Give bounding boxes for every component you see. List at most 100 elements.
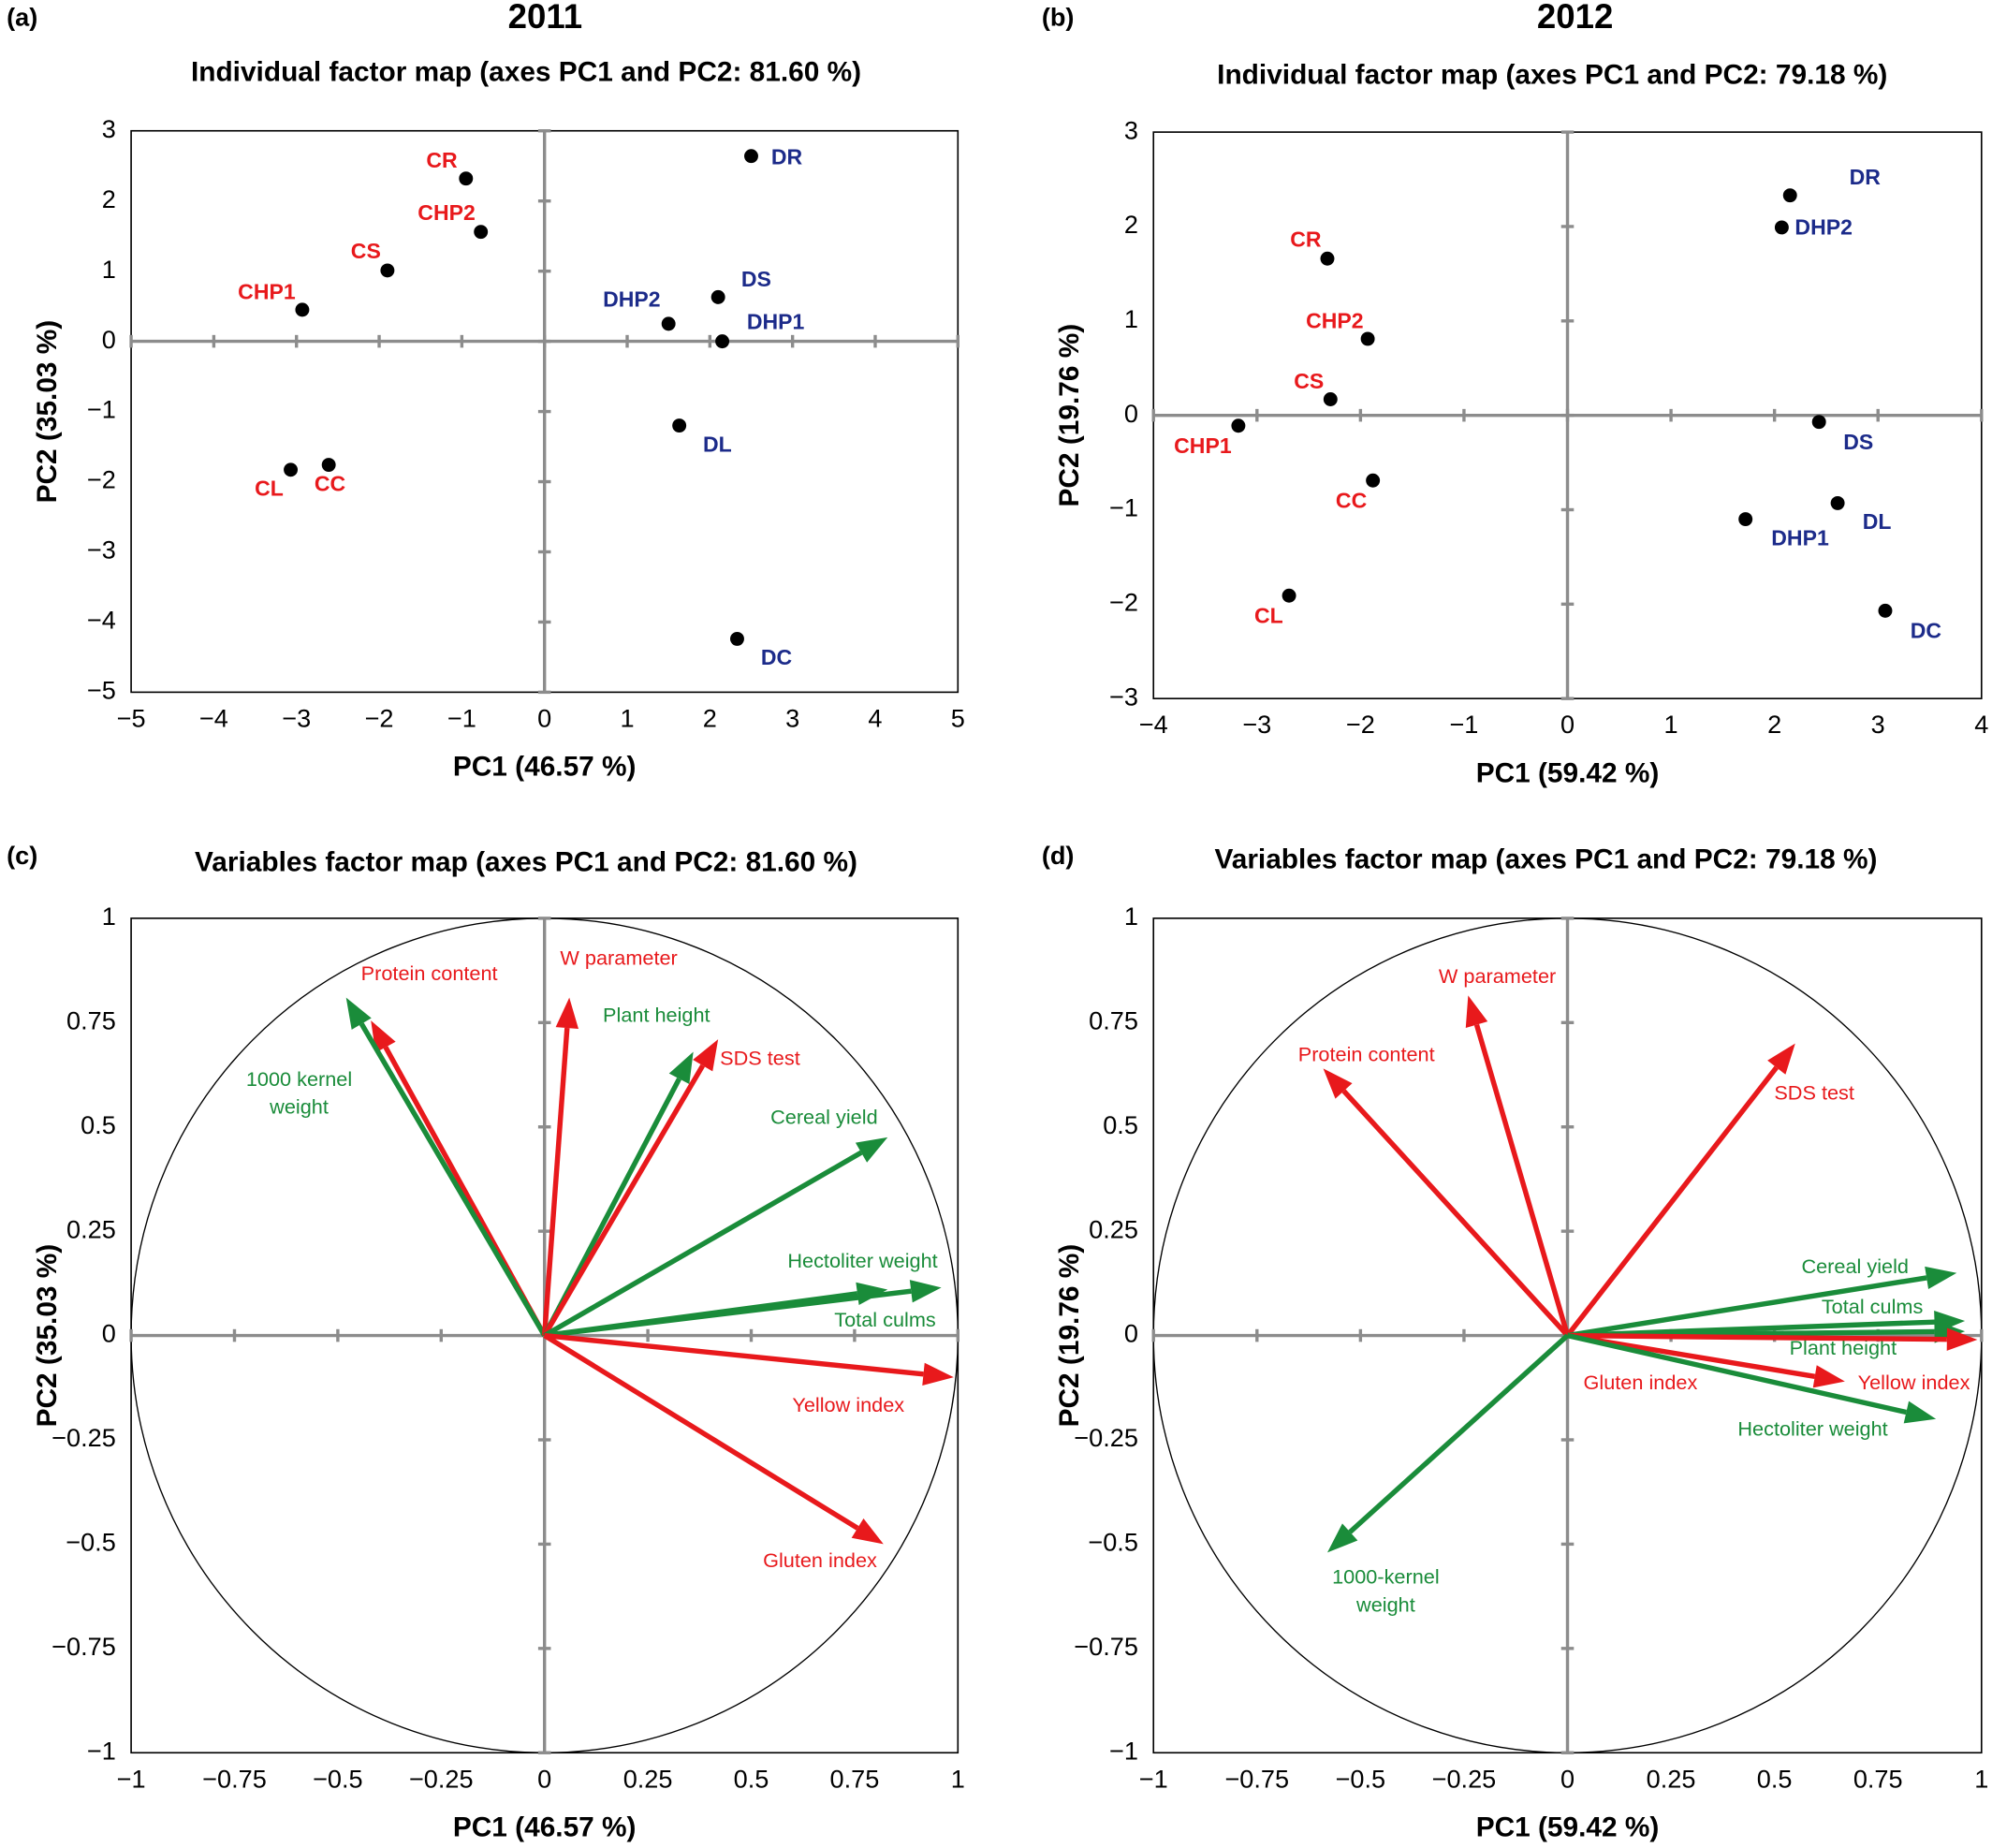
panel-label: (d)	[1042, 841, 1075, 870]
x-tick-label: −0.25	[1432, 1764, 1497, 1793]
y-tick-label: −4	[87, 606, 116, 635]
vector-shaft	[1567, 1332, 1947, 1342]
point-label: DHP2	[1794, 214, 1852, 239]
x-tick-label: 0.5	[1757, 1764, 1793, 1793]
y-tick-label: 0.5	[81, 1110, 116, 1139]
vector-label: Yellow index	[792, 1393, 904, 1416]
y-tick-label: −3	[87, 535, 116, 565]
label-line: weight	[1355, 1592, 1415, 1616]
panel-label: (c)	[7, 841, 37, 870]
vector-shaft	[542, 1063, 706, 1337]
x-tick-label: −1	[1139, 1764, 1168, 1793]
x-tick-label: 1	[1974, 1764, 1988, 1793]
x-tick-label: 1	[951, 1764, 965, 1793]
x-tick-label: −4	[1139, 710, 1168, 739]
x-tick-label: 0	[1560, 710, 1575, 739]
label-line: weight	[269, 1094, 329, 1118]
y-tick-label: −0.75	[1074, 1632, 1138, 1661]
point	[474, 225, 489, 240]
x-tick-label: −0.5	[1336, 1764, 1386, 1793]
vector-head	[1925, 1266, 1957, 1289]
y-tick-label: 1	[1124, 902, 1138, 931]
vector-label: W parameter	[560, 946, 677, 970]
x-tick-label: −0.5	[313, 1764, 363, 1793]
point	[710, 289, 725, 304]
x-tick-label: 4	[868, 703, 882, 732]
point-label: CR	[426, 148, 458, 172]
vector-head	[345, 997, 372, 1030]
point	[1282, 588, 1296, 603]
point-label: DS	[741, 267, 771, 291]
y-tick-label: 1	[102, 902, 116, 931]
year-heading: 2011	[508, 0, 582, 36]
y-tick-label: 0	[102, 325, 116, 354]
point	[1360, 331, 1375, 346]
x-tick-label: −1	[117, 1764, 146, 1793]
vector-head	[1946, 1327, 1978, 1351]
y-tick-label: −0.75	[51, 1632, 116, 1661]
vector-head	[371, 1020, 396, 1053]
point-label: DR	[771, 145, 803, 169]
panel-title: Individual factor map (axes PC1 and PC2:…	[191, 57, 861, 88]
vector-head	[1903, 1401, 1937, 1424]
point	[715, 334, 730, 349]
x-tick-label: 0	[537, 1764, 551, 1793]
y-tick-label: −1	[1109, 1736, 1138, 1765]
y-tick-label: −1	[87, 395, 116, 424]
vector-label: Protein content	[361, 961, 498, 985]
vector-label: Protein content	[1298, 1043, 1435, 1066]
x-tick-label: 3	[785, 703, 799, 732]
vector-label: Gluten index	[763, 1548, 877, 1572]
point-label: CS	[1294, 369, 1324, 393]
point	[1323, 392, 1338, 406]
panel-title: Individual factor map (axes PC1 and PC2:…	[1217, 59, 1887, 90]
y-tick-label: 2	[102, 184, 116, 213]
year-heading: 2012	[1537, 0, 1613, 36]
y-tick-label: 0.75	[66, 1005, 116, 1034]
vector-shaft	[1565, 1065, 1779, 1338]
vector-label: Yellow index	[1858, 1371, 1970, 1394]
point-label: DC	[761, 645, 793, 669]
x-axis-title: PC1 (59.42 %)	[1476, 757, 1660, 788]
vector-label: W parameter	[1439, 964, 1556, 988]
vector-head	[922, 1362, 954, 1386]
point	[744, 149, 758, 164]
point-label: CHP1	[1174, 433, 1232, 458]
y-tick-label: 1	[1124, 304, 1138, 333]
panel-title: Variables factor map (axes PC1 and PC2: …	[1214, 844, 1877, 875]
panel-label: (a)	[7, 3, 37, 32]
y-tick-label: 3	[1124, 115, 1138, 144]
y-tick-label: −0.5	[66, 1528, 116, 1557]
point-label: CL	[255, 477, 284, 501]
y-tick-label: 0	[1124, 1319, 1138, 1348]
panel-title: Variables factor map (axes PC1 and PC2: …	[195, 846, 857, 877]
x-tick-label: 0.75	[829, 1764, 879, 1793]
x-tick-label: 3	[1871, 710, 1885, 739]
point	[1811, 415, 1826, 430]
y-tick-label: −1	[87, 1736, 116, 1765]
y-tick-label: −1	[1109, 493, 1138, 522]
vector-label: Total culms	[1822, 1295, 1924, 1318]
x-axis-title: PC1 (46.57 %)	[453, 1812, 637, 1843]
x-tick-label: −5	[117, 703, 146, 732]
point-label: CL	[1254, 603, 1283, 627]
point	[284, 462, 299, 477]
x-tick-label: 1	[1664, 710, 1678, 739]
label-line: 1000-kernel	[1332, 1564, 1440, 1588]
y-tick-label: −5	[87, 676, 116, 705]
vector-label: 1000 kernel weight	[246, 1066, 352, 1118]
y-tick-label: −2	[87, 465, 116, 494]
vector-label: Hectoliter weight	[787, 1249, 937, 1272]
point-label: CHP2	[417, 200, 475, 225]
point	[1782, 188, 1797, 203]
x-tick-label: 0.25	[623, 1764, 673, 1793]
y-tick-label: −0.25	[1074, 1423, 1138, 1452]
vector-label: Cereal yield	[1801, 1254, 1909, 1278]
x-tick-label: −3	[1242, 710, 1271, 739]
y-tick-label: −0.25	[51, 1423, 116, 1452]
y-tick-label: 0.25	[66, 1214, 116, 1243]
point-label: CC	[315, 471, 346, 495]
vector-head	[1465, 995, 1488, 1029]
vector-label: Hectoliter weight	[1737, 1417, 1887, 1441]
